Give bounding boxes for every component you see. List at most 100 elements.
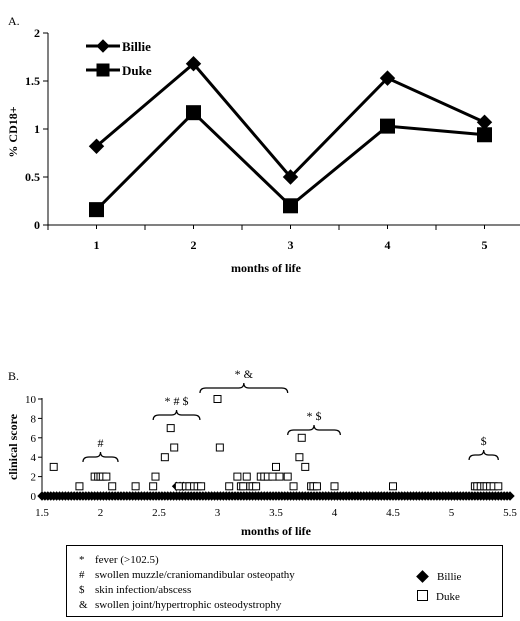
annotation-label: #: [98, 436, 104, 450]
data-point-duke: [233, 472, 242, 481]
panel-b-y-axis-title: clinical score: [6, 413, 20, 480]
annotation-brace: [82, 451, 119, 463]
data-point-duke: [268, 472, 277, 481]
data-point-duke: [301, 462, 310, 471]
x-tick-label: 1.5: [35, 507, 49, 519]
annotation-label: * # $: [165, 394, 189, 408]
data-point-duke: [151, 472, 160, 481]
data-point-duke: [272, 462, 280, 471]
panel-a-label: A.: [8, 14, 20, 28]
data-point-duke: [174, 482, 183, 491]
data-point-duke: [225, 482, 234, 491]
data-point-duke: [131, 482, 140, 491]
x-tick-label: 5: [449, 507, 455, 519]
data-point-duke: [108, 482, 117, 491]
y-tick-label: 2: [34, 26, 40, 40]
legend-marker-square: [96, 63, 110, 77]
data-point-duke: [477, 127, 492, 143]
data-point-duke: [389, 482, 397, 491]
x-tick-label: 3.5: [269, 507, 283, 519]
x-tick-label: 5.5: [503, 507, 517, 519]
data-point-duke: [213, 395, 222, 403]
x-tick-label: 2: [191, 238, 197, 252]
data-point-duke: [102, 472, 111, 481]
data-point-billie: [185, 56, 202, 72]
x-tick-label: 4: [385, 238, 391, 252]
legend-label: Billie: [437, 571, 462, 583]
legend-label: Duke: [436, 591, 460, 603]
data-point-billie: [505, 491, 515, 501]
y-tick-label: 0.5: [25, 170, 40, 184]
data-point-duke: [49, 462, 58, 471]
panel-a-chart: 0 0.5 1 1.5 2 1 2 3 4 5 Billie Duke months of lif…: [6, 26, 520, 275]
y-tick-label: 10: [25, 394, 37, 406]
y-tick-label: 1.5: [25, 74, 40, 88]
data-point-duke: [239, 482, 248, 491]
footnote-skin-infection: $ skin infection/abscess: [79, 584, 191, 597]
data-point-duke: [289, 482, 298, 491]
y-tick-label: 1: [34, 122, 40, 136]
annotation-brace: [199, 382, 289, 394]
data-point-duke: [283, 198, 298, 214]
annotation-label: * $: [307, 409, 322, 423]
data-point-duke: [275, 472, 284, 481]
data-point-billie: [88, 138, 105, 154]
data-point-duke: [160, 453, 169, 462]
legend-label-billie: Billie: [122, 39, 151, 54]
series-line-duke: [95, 110, 485, 211]
data-point-duke: [197, 482, 206, 491]
data-point-duke: [283, 472, 292, 481]
diamond-marker-icon: [416, 570, 429, 583]
footnote-symbol: *: [79, 554, 85, 566]
data-point-billie: [282, 169, 299, 185]
x-tick-label: 2: [98, 507, 104, 519]
annotation-brace: [287, 424, 341, 436]
footnote-legend-box: * fever (>102.5) # swollen muzzle/cranioma…: [66, 545, 503, 617]
x-tick-label: 3: [288, 238, 294, 252]
data-point-duke: [149, 482, 158, 491]
y-tick-label: 0: [34, 218, 40, 232]
panel-b-x-axis-title: months of life: [241, 524, 312, 538]
y-tick-label: 8: [31, 413, 37, 425]
data-point-duke: [295, 453, 304, 462]
series-line-billie: [95, 61, 486, 180]
data-point-billie: [379, 70, 396, 86]
footnote-swollen-muzzle: # swollen muzzle/craniomandibular osteopa…: [79, 569, 295, 582]
y-tick-label: 6: [31, 433, 37, 445]
data-point-duke: [215, 443, 224, 452]
data-point-duke: [380, 118, 395, 134]
data-point-billie: [476, 114, 493, 130]
x-tick-label: 5: [482, 238, 488, 252]
annotation-brace: [468, 449, 499, 461]
data-point-duke: [297, 433, 306, 442]
y-tick-label: 4: [31, 452, 37, 464]
x-tick-label: 1: [94, 238, 100, 252]
legend-item-duke: Duke: [417, 590, 460, 604]
annotation-brace: [152, 409, 201, 421]
legend-marker-diamond: [96, 39, 110, 53]
x-tick-label: 2.5: [152, 507, 166, 519]
footnote-text: skin infection/abscess: [95, 584, 192, 596]
x-tick-label: 3: [215, 507, 221, 519]
footnote-text: swollen muzzle/craniomandibular osteopat…: [95, 569, 295, 581]
data-point-duke: [89, 202, 104, 218]
data-point-duke: [242, 472, 251, 481]
footnote-symbol: &: [79, 599, 88, 611]
data-point-duke: [330, 482, 339, 491]
x-tick-label: 4: [332, 507, 338, 519]
panel-a-x-axis-title: months of life: [231, 261, 302, 275]
y-tick-label: 0: [31, 491, 37, 503]
data-point-duke: [186, 105, 201, 121]
panel-b-chart: 0 2 4 6 8 10 1.5 2 2.5 3 3.5 4 4.5 5 5.5 # * # $ * & * $…: [6, 367, 517, 538]
data-point-duke: [494, 482, 503, 491]
legend-label-duke: Duke: [122, 63, 152, 78]
data-point-duke: [170, 443, 179, 452]
annotation-label: * &: [235, 367, 254, 381]
square-marker-icon: [417, 590, 428, 601]
footnote-fever: * fever (>102.5): [79, 554, 159, 567]
annotation-label: $: [481, 434, 487, 448]
footnote-text: swollen joint/hypertrophic osteodystroph…: [95, 599, 282, 611]
data-point-duke: [312, 482, 321, 491]
footnote-text: fever (>102.5): [95, 554, 159, 566]
